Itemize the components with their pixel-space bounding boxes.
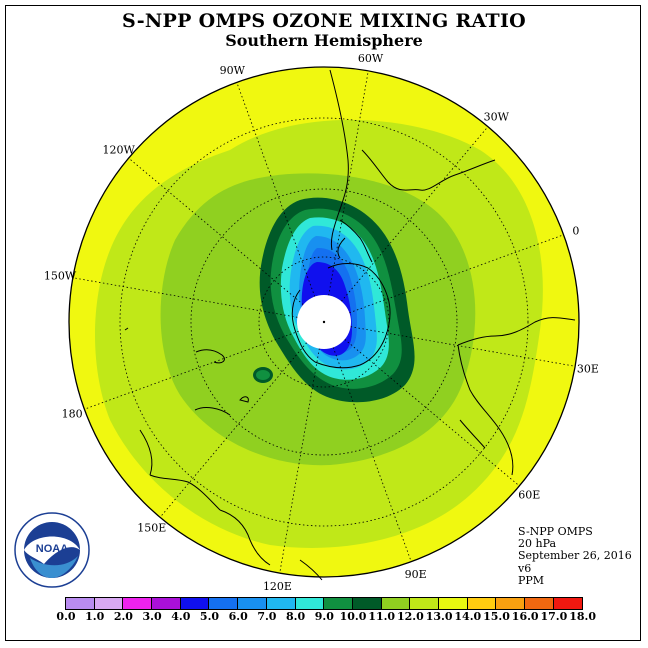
colorbar-tick-label: 3.0: [142, 610, 162, 623]
colorbar-tick-label: 1.0: [85, 610, 105, 623]
colorbar-segment: [123, 598, 153, 609]
colorbar-segment: [209, 598, 239, 609]
noaa-logo: NOAA: [14, 512, 90, 588]
colorbar-ticks: 0.0 1.0 2.0 3.0 4.0 5.0 6.0 7.0 8.0 9.0 10.0 11.0 12…: [0, 610, 648, 624]
version-label: v6: [518, 561, 532, 575]
colorbar-segment: [467, 598, 497, 609]
longitude-label: 150E: [137, 521, 166, 534]
field-9-patch: [256, 370, 270, 380]
colorbar-tick-label: 6.0: [228, 610, 248, 623]
colorbar-segment: [152, 598, 181, 609]
colorbar-tick-label: 0.0: [56, 610, 76, 623]
colorbar-tick-label: 15.0: [483, 610, 510, 623]
colorbar-segment: [238, 598, 267, 609]
colorbar-segment: [352, 598, 382, 609]
colorbar: [65, 597, 584, 610]
colorbar-segment: [295, 598, 325, 609]
colorbar-segment: [438, 598, 468, 609]
pole-marker: [322, 320, 326, 324]
colorbar-tick-label: 8.0: [286, 610, 306, 623]
colorbar-segment: [324, 598, 353, 609]
colorbar-tick-label: 11.0: [368, 610, 396, 623]
map-frame: [5, 5, 641, 641]
longitude-label: 120E: [263, 580, 292, 593]
longitude-label: 150W: [44, 269, 77, 282]
colorbar-tick-label: 13.0: [425, 610, 453, 623]
graticule: [119, 117, 529, 527]
colorbar-segment: [410, 598, 439, 609]
colorbar-tick-label: 2.0: [113, 610, 133, 623]
colorbar-tick-label: 12.0: [396, 610, 424, 623]
map-boundary: [68, 66, 580, 578]
colorbar-tick-label: 9.0: [314, 610, 334, 623]
map-title: S-NPP OMPS OZONE MIXING RATIO: [121, 10, 527, 32]
colorbar-segment: [553, 598, 583, 609]
colorbar-tick-label: 17.0: [540, 610, 568, 623]
pressure-level: 20 hPa: [518, 537, 557, 551]
logo-text: NOAA: [36, 543, 68, 555]
colorbar-tick-label: 5.0: [199, 610, 220, 623]
longitude-label: 60E: [518, 488, 540, 501]
longitude-label: 120W: [103, 144, 136, 157]
colorbar-tick-label: 14.0: [454, 610, 482, 623]
longitude-label: 0: [572, 224, 579, 237]
colorbar-tick-label: 18.0: [569, 610, 596, 623]
colorbar-segment: [381, 598, 411, 609]
longitude-label: 90W: [220, 64, 246, 77]
colorbar-segment: [496, 598, 525, 609]
colorbar-tick-label: 4.0: [171, 610, 191, 623]
longitude-label: 30E: [577, 363, 599, 376]
units-label: PPM: [518, 573, 545, 587]
longitude-label: 30W: [484, 111, 510, 124]
longitude-label: 180: [62, 408, 83, 421]
longitude-labels: 90W 60W 30W 0 30E 60E 90E 120E 150E 180 150W 120W: [44, 52, 599, 593]
longitude-label: 60W: [358, 52, 384, 65]
colorbar-segment: [66, 598, 95, 609]
date-label: September 26, 2016: [518, 549, 632, 563]
colorbar-segment: [525, 598, 554, 609]
coastlines: [124, 69, 576, 581]
colorbar-segment: [266, 598, 296, 609]
longitude-label: 90E: [405, 568, 427, 581]
info-panel: S-NPP OMPS 20 hPa September 26, 2016 v6 …: [518, 525, 632, 587]
map-subtitle: Southern Hemisphere: [225, 31, 423, 50]
instrument-label: S-NPP OMPS: [518, 525, 593, 538]
colorbar-tick-label: 10.0: [339, 610, 367, 623]
colorbar-tick-label: 16.0: [511, 610, 539, 623]
colorbar-segment: [180, 598, 210, 609]
colorbar-segment: [94, 598, 124, 609]
colorbar-tick-label: 7.0: [257, 610, 277, 623]
